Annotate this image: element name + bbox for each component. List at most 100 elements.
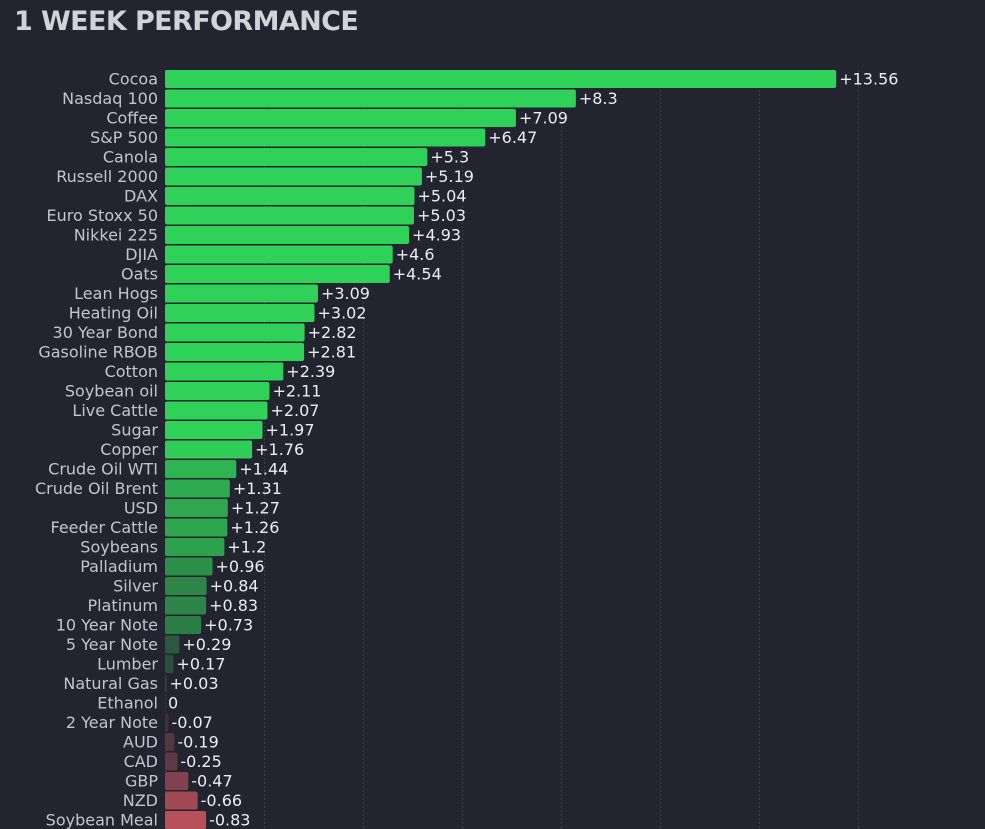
value-label: +1.44 — [239, 460, 288, 479]
value-label: +3.02 — [317, 304, 366, 323]
category-label: Soybean Meal — [46, 811, 158, 829]
bar — [165, 109, 516, 127]
value-label: -0.07 — [171, 713, 212, 732]
value-label: +2.82 — [308, 323, 357, 342]
category-label: Cotton — [105, 362, 158, 381]
category-label: AUD — [123, 733, 158, 752]
category-label: Ethanol — [97, 694, 158, 713]
category-label: Feeder Cattle — [51, 518, 159, 537]
value-label: -0.25 — [180, 752, 221, 771]
value-label: +5.04 — [417, 187, 466, 206]
bar — [165, 772, 189, 790]
value-label: +0.17 — [176, 655, 225, 674]
bar — [165, 791, 198, 810]
bar — [165, 811, 207, 829]
bar — [165, 518, 228, 537]
category-label: Cocoa — [109, 70, 158, 89]
category-label: 5 Year Note — [66, 635, 158, 654]
category-label: Soybeans — [80, 538, 158, 557]
value-label: +0.73 — [204, 616, 253, 635]
category-label: Lumber — [97, 655, 158, 674]
bar — [165, 226, 410, 244]
bar — [165, 128, 486, 147]
bar — [165, 401, 268, 420]
value-label: +2.81 — [307, 343, 356, 362]
category-label: Natural Gas — [63, 674, 158, 693]
bar — [165, 206, 414, 225]
category-label: NZD — [123, 791, 158, 810]
value-label: +4.54 — [393, 265, 442, 284]
bar — [165, 635, 180, 654]
bar — [165, 245, 393, 264]
category-label: Nikkei 225 — [74, 226, 158, 245]
category-label: Nasdaq 100 — [62, 89, 158, 108]
value-label: +1.27 — [231, 499, 280, 518]
bar — [165, 460, 237, 478]
bar — [165, 284, 318, 303]
value-label: +5.03 — [417, 206, 466, 225]
value-label: +7.09 — [519, 109, 568, 128]
category-label: 10 Year Note — [56, 616, 158, 635]
bar — [165, 343, 305, 361]
bar — [165, 167, 422, 186]
bar — [165, 440, 253, 459]
category-label: Copper — [100, 440, 158, 459]
value-label: +3.09 — [321, 284, 370, 303]
bar — [165, 265, 390, 283]
value-label: -0.19 — [177, 733, 218, 752]
bar — [165, 187, 415, 205]
category-label: CAD — [124, 752, 158, 771]
category-label: Russell 2000 — [56, 167, 158, 186]
bar — [165, 596, 207, 615]
bar — [165, 655, 174, 673]
category-label: Heating Oil — [69, 304, 158, 323]
page-title: 1 WEEK PERFORMANCE — [14, 6, 359, 37]
value-label: +4.93 — [412, 226, 461, 245]
bar — [165, 557, 213, 576]
bar — [165, 499, 228, 517]
category-label: Live Cattle — [72, 401, 158, 420]
bar — [165, 713, 169, 732]
value-label: +5.19 — [425, 167, 474, 186]
category-label: Canola — [103, 148, 158, 167]
bar — [165, 362, 284, 381]
value-label: -0.66 — [201, 791, 242, 810]
value-label: +0.83 — [209, 596, 258, 615]
category-label: Sugar — [111, 421, 158, 440]
value-label: +2.39 — [286, 362, 335, 381]
value-label: +1.97 — [266, 421, 315, 440]
category-label: DAX — [124, 187, 158, 206]
bar — [165, 538, 225, 556]
category-label: Soybean oil — [65, 382, 158, 401]
labels: Cocoa +13.56 Nasdaq 100 +8.3 Coffee +7.09 S&P … — [35, 70, 898, 829]
value-label: +6.47 — [488, 128, 537, 147]
category-label: Platinum — [88, 596, 158, 615]
value-label: +2.11 — [272, 382, 321, 401]
category-label: 2 Year Note — [66, 713, 158, 732]
bar — [165, 148, 428, 166]
category-label: DJIA — [125, 245, 158, 264]
category-label: USD — [124, 499, 158, 518]
category-label: Gasoline RBOB — [38, 343, 158, 362]
category-label: Coffee — [106, 109, 158, 128]
bar — [165, 616, 202, 634]
bar — [165, 479, 230, 498]
category-label: 30 Year Bond — [53, 323, 158, 342]
category-label: Silver — [113, 577, 158, 596]
value-label: -0.47 — [191, 772, 232, 791]
category-label: GBP — [125, 772, 158, 791]
bar — [165, 323, 305, 342]
value-label: +8.3 — [579, 89, 618, 108]
category-label: Oats — [121, 265, 158, 284]
bar — [165, 70, 837, 88]
grid-lines — [165, 70, 859, 829]
bar — [165, 382, 270, 400]
bar — [165, 674, 167, 693]
value-label: +1.31 — [233, 479, 282, 498]
value-label: +1.2 — [227, 538, 266, 557]
value-label: +5.3 — [430, 148, 469, 167]
category-label: Lean Hogs — [74, 284, 158, 303]
value-label: +0.29 — [182, 635, 231, 654]
value-label: -0.83 — [209, 811, 250, 829]
